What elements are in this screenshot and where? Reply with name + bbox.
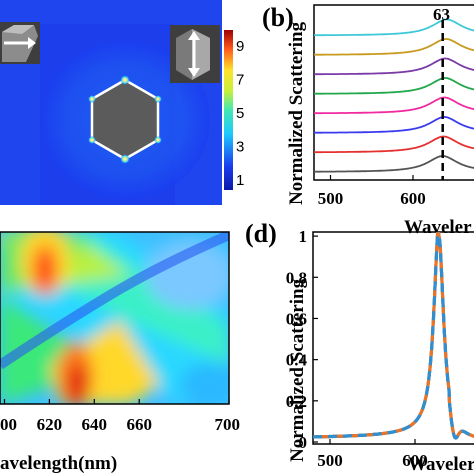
panel-d-svg: (d) Normalized Scattering 1 0.8 0.6 0.4 0.2 0…: [245, 219, 474, 474]
panel-d-ytick-label: 0.8: [286, 268, 307, 287]
dispersion-band: [0, 232, 229, 370]
panel-c-map: [0, 232, 229, 404]
hexagon-particle-icon-vertical-arrow: [170, 25, 220, 83]
panel-d-frame: [312, 231, 474, 445]
panel-d-label: (d): [245, 219, 277, 248]
panel-d: (d) Normalized Scattering 1 0.8 0.6 0.4 0.2 0…: [245, 212, 474, 474]
hotspot-right-bottom: [154, 136, 162, 144]
panel-c-frame: [0, 231, 230, 405]
panel-d-ytick-label: 1: [299, 227, 308, 246]
panel-c-xtick-label: 640: [82, 415, 108, 434]
panel-c: 00 620 640 660 700 avelength(nm): [0, 215, 260, 474]
panel-c-xlabel: avelength(nm): [0, 453, 117, 474]
hotspot-top: [120, 75, 130, 85]
panel-d-ytick-label: 0.4: [286, 351, 308, 370]
panel-b-xtick-label: 500: [318, 189, 344, 208]
panel-c-xticks: 00 620 640 660 700: [0, 399, 240, 434]
panel-d-ytick-label: 0.2: [286, 392, 307, 411]
panel-b-svg: (b) Normalized Scattering 63 500 600 Wave…: [262, 3, 474, 238]
colorbar-tick-label: 3: [236, 139, 244, 156]
panel-d-ylabel: Normalized Scattering: [287, 278, 308, 462]
panel-b-ylabel: Normalized Scattering: [286, 21, 307, 205]
panel-c-xtick-label: 00: [0, 415, 17, 434]
spectrum-line: [314, 77, 474, 95]
panel-c-svg: 00 620 640 660 700 avelength(nm): [0, 231, 240, 474]
panel-d-xtick-label: 600: [402, 451, 428, 470]
panel-b-label: (b): [262, 3, 294, 32]
panel-c-xtick-label: 700: [215, 415, 241, 434]
panel-d-plot: [313, 232, 474, 440]
panel-d-xtick-label: 500: [317, 451, 343, 470]
colorbar-tick-label: 7: [236, 72, 244, 89]
hotspot-bottom: [120, 154, 130, 164]
hexagon-particle-icon-horizontal-arrow: [0, 22, 40, 64]
spectrum-line: [314, 38, 474, 56]
colorbar-tick-label: 5: [236, 105, 244, 122]
hotspot-left-top: [88, 95, 96, 103]
hotspot-left-bottom: [88, 136, 96, 144]
panel-c-xtick-label: 660: [126, 415, 152, 434]
panel-d-xticks: 500 600: [317, 439, 428, 470]
spectrum-line: [314, 116, 474, 134]
spectrum-line: [314, 135, 474, 154]
panel-b-xtick-label: 600: [400, 189, 426, 208]
panel-d-yticks: 1 0.8 0.6 0.4 0.2 0: [286, 227, 318, 452]
spectrum-line: [314, 155, 474, 173]
panel-d-xlabel: Waveler: [408, 454, 474, 474]
panel-c-xtick-label: 620: [37, 415, 63, 434]
panel-d-ytick-label: 0.6: [286, 309, 307, 328]
panel-b-xticks: 500 600: [318, 175, 426, 208]
colorbar-tick-label: 9: [236, 38, 244, 55]
peak-annotation: 63: [433, 5, 450, 24]
panel-a-svg: 9 7 5 3 1: [0, 0, 244, 205]
hotspot-right-top: [154, 95, 162, 103]
panel-d-ytick-label: 0: [299, 433, 308, 452]
scattering-curve: [313, 232, 474, 440]
spectrum-line: [314, 18, 474, 37]
spectrum-line: [314, 57, 474, 76]
colorbar: [224, 30, 233, 190]
colorbar-ticks: 9 7 5 3 1: [236, 38, 244, 189]
panel-b-frame: [313, 4, 474, 181]
panel-b-plot: [314, 18, 474, 180]
panel-a: 9 7 5 3 1: [0, 0, 260, 205]
spectrum-line: [314, 96, 474, 115]
panel-b: (b) Normalized Scattering 63 500 600 Wave…: [262, 0, 474, 240]
colorbar-tick-label: 1: [236, 172, 244, 189]
